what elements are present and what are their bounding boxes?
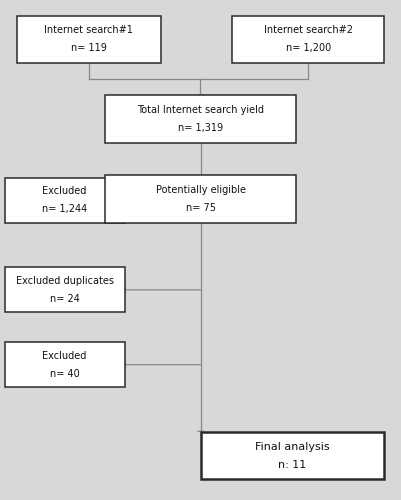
FancyBboxPatch shape bbox=[17, 16, 160, 63]
Text: n= 119: n= 119 bbox=[71, 44, 107, 54]
FancyBboxPatch shape bbox=[105, 175, 296, 222]
Text: Internet search#2: Internet search#2 bbox=[264, 26, 353, 36]
Text: Internet search#1: Internet search#1 bbox=[44, 26, 133, 36]
FancyBboxPatch shape bbox=[233, 16, 384, 63]
Text: Excluded duplicates: Excluded duplicates bbox=[16, 276, 113, 286]
Text: Total Internet search yield: Total Internet search yield bbox=[137, 105, 264, 115]
FancyBboxPatch shape bbox=[5, 268, 125, 312]
Text: n= 24: n= 24 bbox=[50, 294, 79, 304]
FancyBboxPatch shape bbox=[105, 96, 296, 143]
Text: n= 75: n= 75 bbox=[186, 203, 215, 213]
Text: n= 1,319: n= 1,319 bbox=[178, 123, 223, 133]
Text: Potentially eligible: Potentially eligible bbox=[156, 185, 245, 195]
Text: n: 11: n: 11 bbox=[278, 460, 306, 469]
Text: n= 1,244: n= 1,244 bbox=[42, 204, 87, 214]
Text: n= 40: n= 40 bbox=[50, 368, 79, 378]
Text: Excluded: Excluded bbox=[43, 186, 87, 196]
Text: Excluded: Excluded bbox=[43, 350, 87, 360]
FancyBboxPatch shape bbox=[5, 178, 125, 222]
Text: n= 1,200: n= 1,200 bbox=[286, 44, 331, 54]
FancyBboxPatch shape bbox=[5, 342, 125, 387]
Text: Final analysis: Final analysis bbox=[255, 442, 330, 452]
FancyBboxPatch shape bbox=[200, 432, 384, 480]
